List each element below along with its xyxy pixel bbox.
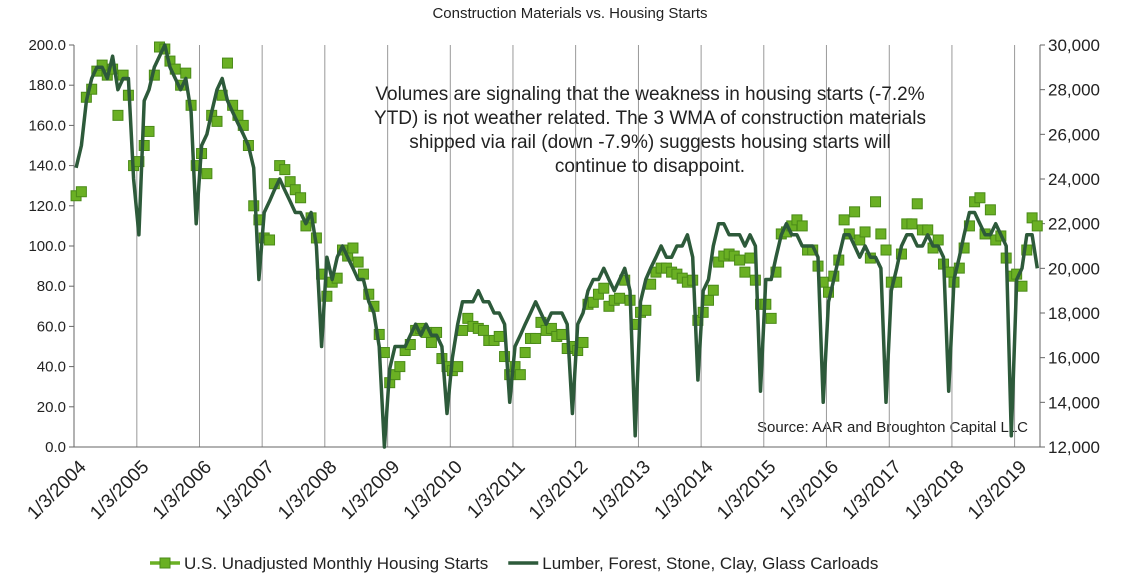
annotation: YTD) is not weather related. The 3 WMA o… (374, 108, 926, 129)
series-line (74, 43, 1040, 449)
legend-marker (159, 557, 171, 569)
data-marker (875, 228, 887, 240)
y-tick-label: 60.0 (37, 318, 66, 335)
annotation: Volumes are signaling that the weakness … (375, 84, 924, 105)
data-marker (911, 198, 923, 210)
data-marker (347, 242, 359, 254)
data-marker (707, 284, 719, 296)
y-tick-label: 20.0 (37, 399, 66, 416)
data-marker (201, 168, 213, 180)
data-marker (221, 57, 233, 69)
x-tick-label: 1/3/2017 (839, 457, 906, 524)
y-tick-label: 180.0 (28, 77, 66, 94)
data-marker (493, 330, 505, 342)
x-tick-label: 1/3/2016 (776, 457, 843, 524)
data-marker (744, 252, 756, 264)
x-tick-label: 1/3/2004 (23, 456, 90, 523)
data-marker (452, 361, 464, 373)
data-marker (734, 254, 746, 266)
x-tick-label: 1/3/2006 (149, 457, 216, 524)
data-marker (770, 266, 782, 278)
y2-tick-label: 12,000 (1048, 438, 1100, 457)
data-marker (499, 351, 511, 363)
y-tick-label: 100.0 (28, 238, 66, 255)
data-marker (577, 336, 589, 348)
data-marker (279, 164, 291, 176)
data-marker (425, 336, 437, 348)
x-tick-label: 1/3/2015 (713, 457, 780, 524)
x-tick-label: 1/3/2013 (588, 457, 655, 524)
y2-tick-label: 18,000 (1048, 304, 1100, 323)
x-tick-label: 1/3/2010 (400, 457, 467, 524)
x-tick-label: 1/3/2008 (274, 457, 341, 524)
y2-tick-label: 22,000 (1048, 215, 1100, 234)
y-tick-label: 200.0 (28, 37, 66, 54)
y-tick-label: 0.0 (45, 439, 66, 456)
y2-tick-label: 26,000 (1048, 125, 1100, 144)
data-marker (321, 290, 333, 302)
y2-tick-label: 30,000 (1048, 36, 1100, 55)
data-marker (640, 304, 652, 316)
data-marker (112, 109, 124, 121)
data-marker (295, 192, 307, 204)
data-marker (75, 186, 87, 198)
legend-label: Lumber, Forest, Stone, Clay, Glass Carlo… (542, 554, 878, 573)
data-marker (514, 369, 526, 381)
data-marker (143, 125, 155, 137)
data-marker (530, 332, 542, 344)
x-tick-label: 1/3/2012 (525, 457, 592, 524)
y-tick-label: 140.0 (28, 158, 66, 175)
y2-tick-label: 24,000 (1048, 170, 1100, 189)
data-marker (739, 266, 751, 278)
data-marker (838, 214, 850, 226)
data-marker (180, 67, 192, 79)
data-marker (264, 234, 276, 246)
data-marker (556, 328, 568, 340)
x-tick-label: 1/3/2019 (964, 457, 1031, 524)
data-marker (394, 361, 406, 373)
data-marker (519, 347, 531, 359)
data-marker (796, 220, 808, 232)
chart-title: Construction Materials vs. Housing Start… (432, 5, 707, 22)
source-note: Source: AAR and Broughton Capital LLC (757, 419, 1028, 436)
data-marker (765, 312, 777, 324)
y2-tick-label: 16,000 (1048, 349, 1100, 368)
y2-tick-label: 14,000 (1048, 393, 1100, 412)
data-marker (477, 324, 489, 336)
data-marker (703, 294, 715, 306)
legend-label: U.S. Unadjusted Monthly Housing Starts (184, 554, 488, 573)
annotation: continue to disappoint. (555, 156, 745, 177)
x-tick-label: 1/3/2007 (212, 457, 279, 524)
data-marker (357, 268, 369, 280)
y-tick-label: 160.0 (28, 117, 66, 134)
data-marker (870, 196, 882, 208)
annotation: shipped via rail (down -7.9%) suggests h… (409, 132, 891, 153)
data-marker (859, 226, 871, 238)
y-tick-label: 120.0 (28, 198, 66, 215)
data-marker (984, 204, 996, 216)
y2-tick-label: 28,000 (1048, 81, 1100, 100)
x-tick-label: 1/3/2009 (337, 457, 404, 524)
data-marker (849, 206, 861, 218)
y-tick-label: 80.0 (37, 278, 66, 295)
data-marker (1016, 280, 1028, 292)
data-marker (1031, 220, 1043, 232)
x-tick-label: 1/3/2014 (651, 456, 718, 523)
data-marker (880, 244, 892, 256)
y-tick-label: 40.0 (37, 359, 66, 376)
data-marker (352, 256, 364, 268)
y2-tick-label: 20,000 (1048, 259, 1100, 278)
x-tick-label: 1/3/2018 (901, 457, 968, 524)
data-marker (614, 292, 626, 304)
data-marker (598, 282, 610, 294)
data-marker (932, 234, 944, 246)
data-marker (211, 115, 223, 127)
data-marker (906, 218, 918, 230)
x-tick-label: 1/3/2011 (463, 457, 529, 523)
x-tick-label: 1/3/2005 (86, 457, 153, 524)
data-marker (974, 192, 986, 204)
